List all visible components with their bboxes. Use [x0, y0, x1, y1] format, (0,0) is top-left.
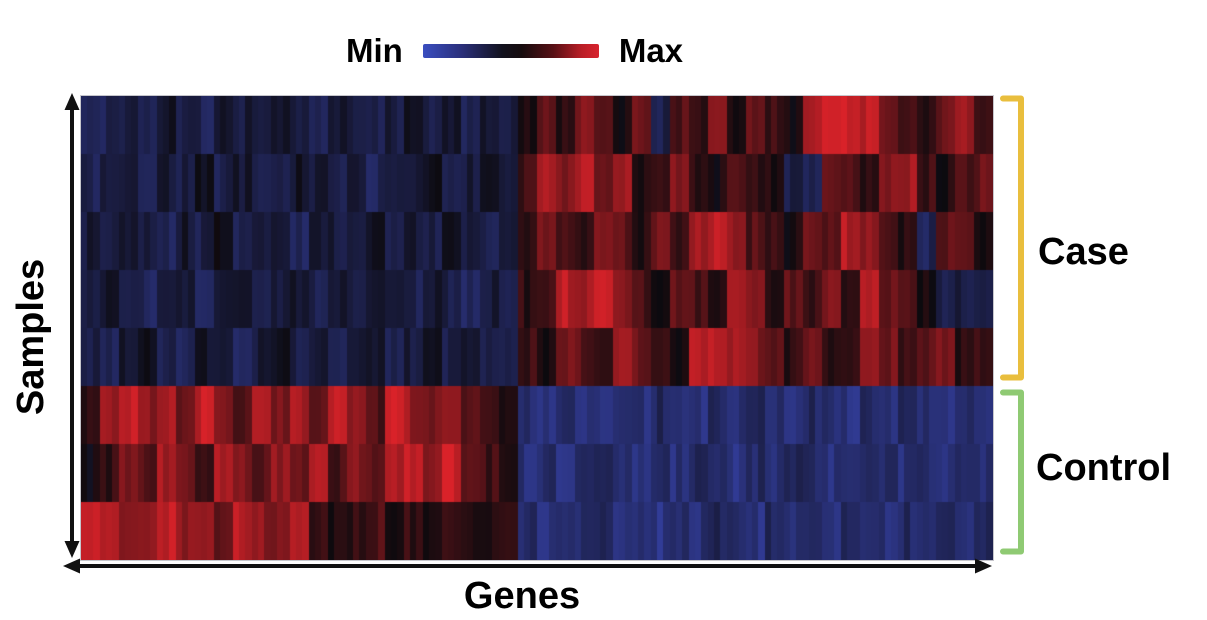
samples-axis-arrow-icon: [64, 93, 80, 558]
colorbar-legend: Min Max: [346, 34, 683, 67]
y-axis-label: Samples: [10, 258, 52, 416]
heatmap-canvas: [80, 95, 994, 561]
x-axis-label: Genes: [463, 575, 581, 617]
control-bracket-icon: [1000, 389, 1024, 555]
colorbar-min-label: Min: [346, 32, 403, 69]
colorbar-max-label: Max: [618, 32, 684, 69]
colorbar-gradient: [422, 43, 599, 58]
case-bracket-icon: [1000, 95, 1024, 381]
group-label-control: Control: [1036, 447, 1172, 489]
group-label-case: Case: [1038, 231, 1129, 273]
